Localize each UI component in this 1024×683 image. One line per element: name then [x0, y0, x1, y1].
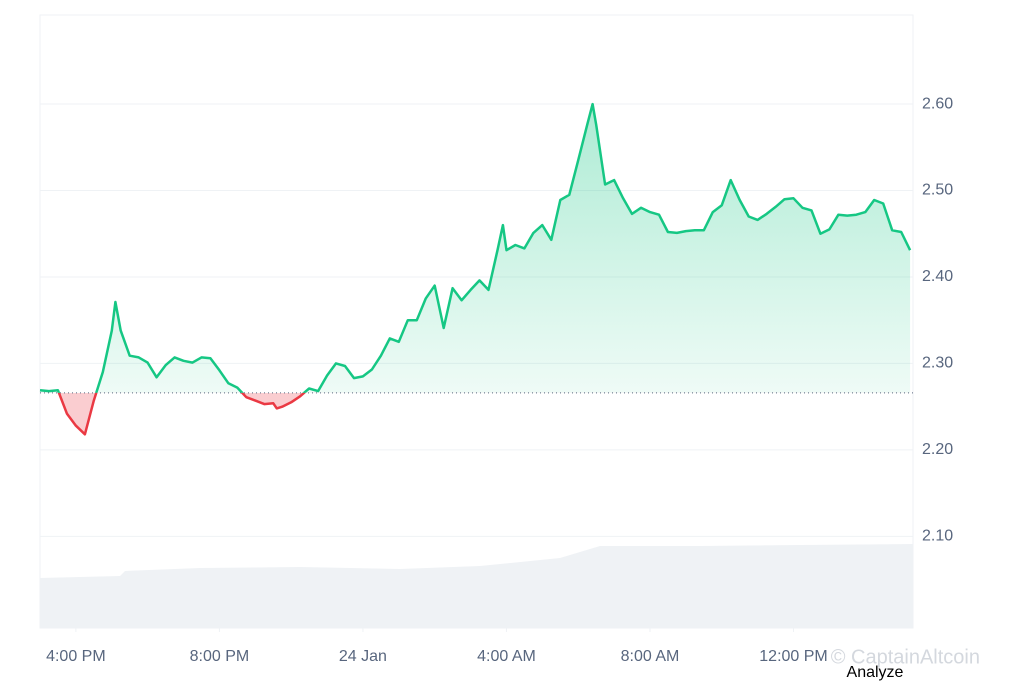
x-tick-label: 8:00 AM	[621, 648, 680, 665]
x-tick-label: 12:00 PM	[759, 648, 827, 665]
price-line	[39, 102, 912, 393]
volume-area	[40, 544, 913, 628]
y-tick-label: 2.30	[922, 355, 953, 372]
x-tick-label: 24 Jan	[339, 648, 387, 665]
y-tick-label: 2.10	[922, 528, 953, 545]
y-tick-label: 2.60	[922, 95, 953, 112]
y-tick-label: 2.20	[922, 441, 953, 458]
watermark: © CaptainAltcoin	[831, 646, 980, 668]
area-below	[58, 392, 305, 435]
x-tick-label: 4:00 PM	[46, 648, 106, 665]
area-above	[40, 104, 911, 393]
x-tick-label: 4:00 AM	[477, 648, 536, 665]
analyze-button[interactable]: Analyze	[847, 664, 904, 681]
plot-layer: 2.10 2.20 2.30 2.40 2.50 2.60 4:00 PM 8:00 PM 24…	[39, 95, 953, 665]
y-tick-label: 2.50	[922, 182, 953, 199]
x-tick-label: 8:00 PM	[190, 648, 250, 665]
y-tick-label: 2.40	[922, 268, 953, 285]
